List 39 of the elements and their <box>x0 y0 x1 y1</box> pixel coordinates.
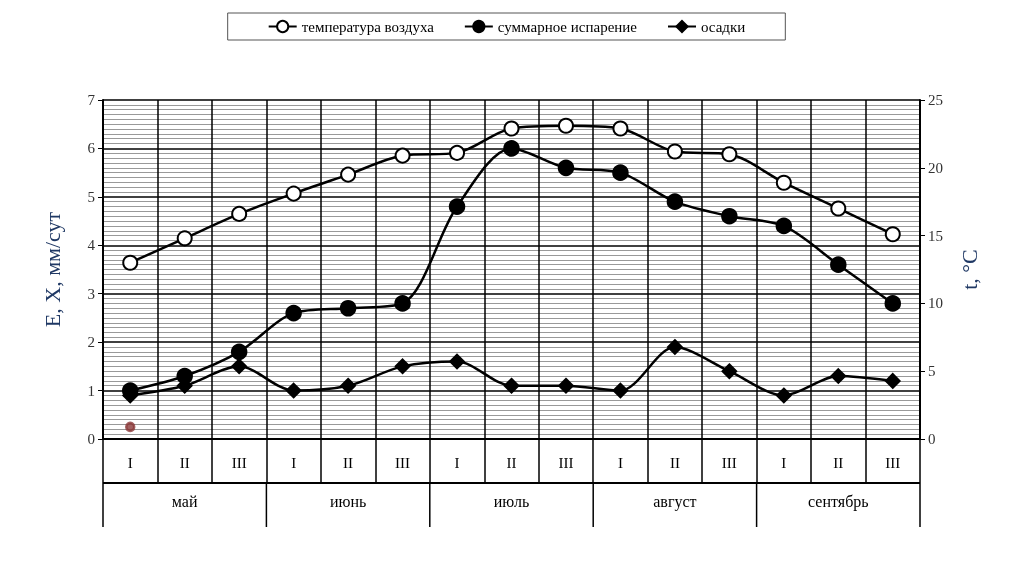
x-tick-label: III <box>231 454 247 471</box>
x-tick-label: II <box>179 454 190 471</box>
x-tick-label: III <box>395 454 411 471</box>
y2-tick-label: 5 <box>928 363 936 380</box>
text: июль <box>493 492 530 510</box>
x-tick-label: II <box>833 454 844 471</box>
text: май <box>171 492 198 510</box>
y-tick-label: 3 <box>87 285 95 302</box>
y2-tick-label: 15 <box>928 227 943 244</box>
text: июнь <box>329 492 367 510</box>
x-tick-label: I <box>454 454 460 471</box>
legend-label: суммарное испарение <box>497 18 638 35</box>
y2-tick-label: 20 <box>928 159 943 176</box>
x-tick-label: III <box>721 454 737 471</box>
y2-axis-title: t, °C <box>956 249 982 290</box>
legend-label: температура воздуха <box>301 18 435 35</box>
y-axis-title: E, X, мм/сут <box>39 211 65 328</box>
x-tick-label: I <box>127 454 133 471</box>
y-tick-label: 6 <box>87 140 96 157</box>
text: август <box>653 492 697 511</box>
x-tick-label: II <box>506 454 517 471</box>
y-tick-label: 7 <box>87 92 96 108</box>
y-tick-label: 2 <box>87 334 95 351</box>
y-tick-label: 0 <box>87 431 95 447</box>
y-tick-label: 5 <box>87 188 95 205</box>
y2-tick-label: 10 <box>928 295 943 312</box>
x-tick-label: I <box>781 454 787 471</box>
legend-label: осадки <box>701 18 746 35</box>
y-tick-label: 4 <box>87 237 96 254</box>
x-tick-label: III <box>885 454 901 471</box>
x-tick-label: II <box>343 454 354 471</box>
text: сентябрь <box>808 492 869 511</box>
y2-tick-label: 25 <box>928 92 943 108</box>
y2-tick-label: 0 <box>928 431 936 447</box>
y-tick-label: 1 <box>87 382 95 399</box>
x-tick-label: I <box>291 454 297 471</box>
x-tick-label: III <box>558 454 574 471</box>
x-tick-label: I <box>617 454 623 471</box>
x-tick-label: II <box>669 454 680 471</box>
